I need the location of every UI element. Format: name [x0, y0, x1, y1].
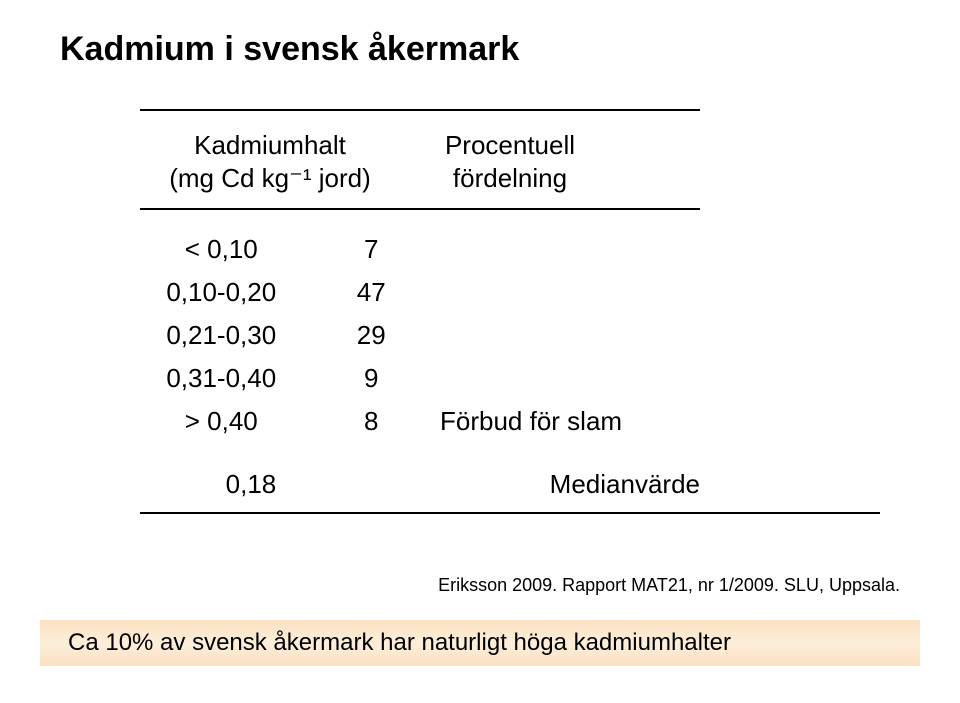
- cell-percent: 9: [303, 363, 441, 394]
- header-col-kadmiumhalt: Kadmiumhalt (mg Cd kg⁻¹ jord): [140, 129, 400, 194]
- data-table: Kadmiumhalt (mg Cd kg⁻¹ jord) Procentuel…: [140, 109, 700, 514]
- cell-range: < 0,10: [140, 234, 303, 265]
- header-col1-line2: (mg Cd kg⁻¹ jord): [169, 163, 371, 193]
- slide: Kadmium i svensk åkermark Kadmiumhalt (m…: [0, 0, 960, 703]
- table-row: > 0,40 8 Förbud för slam: [140, 400, 700, 443]
- median-row: 0,18 Medianvärde: [140, 455, 700, 512]
- cell-range: 0,21-0,30: [140, 320, 303, 351]
- bottom-rule: [140, 512, 880, 514]
- cell-percent: 47: [303, 277, 441, 308]
- header-col2-line2: fördelning: [453, 163, 567, 193]
- header-col-procentuell: Procentuell fördelning: [400, 129, 620, 194]
- cell-note: Förbud för slam: [440, 406, 700, 437]
- cell-range: 0,10-0,20: [140, 277, 303, 308]
- median-label: Medianvärde: [550, 469, 700, 500]
- header-col1-line1: Kadmiumhalt: [194, 130, 346, 160]
- cell-percent: 29: [303, 320, 441, 351]
- citation-text: Eriksson 2009. Rapport MAT21, nr 1/2009.…: [438, 575, 900, 596]
- table-row: < 0,10 7: [140, 228, 700, 271]
- highlight-bar: Ca 10% av svensk åkermark har naturligt …: [40, 620, 920, 666]
- cell-range: 0,31-0,40: [140, 363, 303, 394]
- table-header-row: Kadmiumhalt (mg Cd kg⁻¹ jord) Procentuel…: [140, 111, 700, 208]
- table-row: 0,21-0,30 29: [140, 314, 700, 357]
- highlight-text: Ca 10% av svensk åkermark har naturligt …: [68, 629, 731, 657]
- table-body: < 0,10 7 0,10-0,20 47 0,21-0,30 29 0,31-…: [140, 210, 700, 455]
- header-col2-line1: Procentuell: [445, 130, 575, 160]
- table-row: 0,31-0,40 9: [140, 357, 700, 400]
- cell-range: > 0,40: [140, 406, 303, 437]
- median-value: 0,18: [140, 469, 362, 500]
- page-title: Kadmium i svensk åkermark: [60, 30, 900, 69]
- cell-percent: 7: [303, 234, 441, 265]
- table-row: 0,10-0,20 47: [140, 271, 700, 314]
- cell-percent: 8: [303, 406, 441, 437]
